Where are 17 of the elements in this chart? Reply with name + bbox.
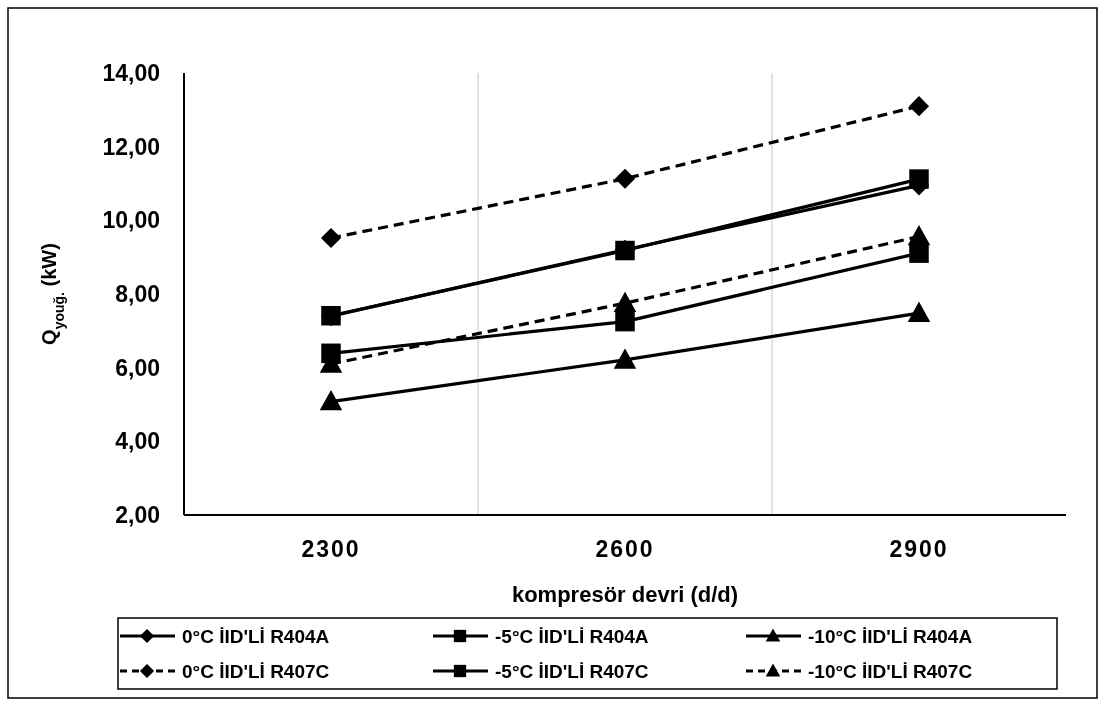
y-tick-label: 12,00: [102, 133, 160, 160]
x-tick-label: 2900: [889, 536, 949, 562]
legend-label: -10°C İID'Lİ R407C: [808, 660, 973, 682]
x-tick-label: 2300: [301, 536, 361, 562]
y-tick-label: 8,00: [115, 281, 160, 308]
legend-label: 0°C İID'Lİ R407C: [182, 660, 330, 682]
x-axis-title: kompresör devri (d/d): [511, 582, 739, 607]
y-tick-label: 10,00: [102, 207, 160, 234]
legend-label: -5°C İID'Lİ R404A: [495, 625, 649, 647]
y-tick-label: 6,00: [115, 354, 160, 381]
x-tick-label: 2600: [595, 536, 655, 562]
legend-label: 0°C İID'Lİ R404A: [182, 625, 330, 647]
legend-label: -5°C İID'Lİ R407C: [495, 660, 649, 682]
y-tick-label: 14,00: [102, 60, 160, 87]
legend-label: -10°C İID'Lİ R404A: [808, 625, 973, 647]
y-tick-label: 4,00: [115, 428, 160, 455]
y-tick-label: 2,00: [115, 502, 160, 529]
